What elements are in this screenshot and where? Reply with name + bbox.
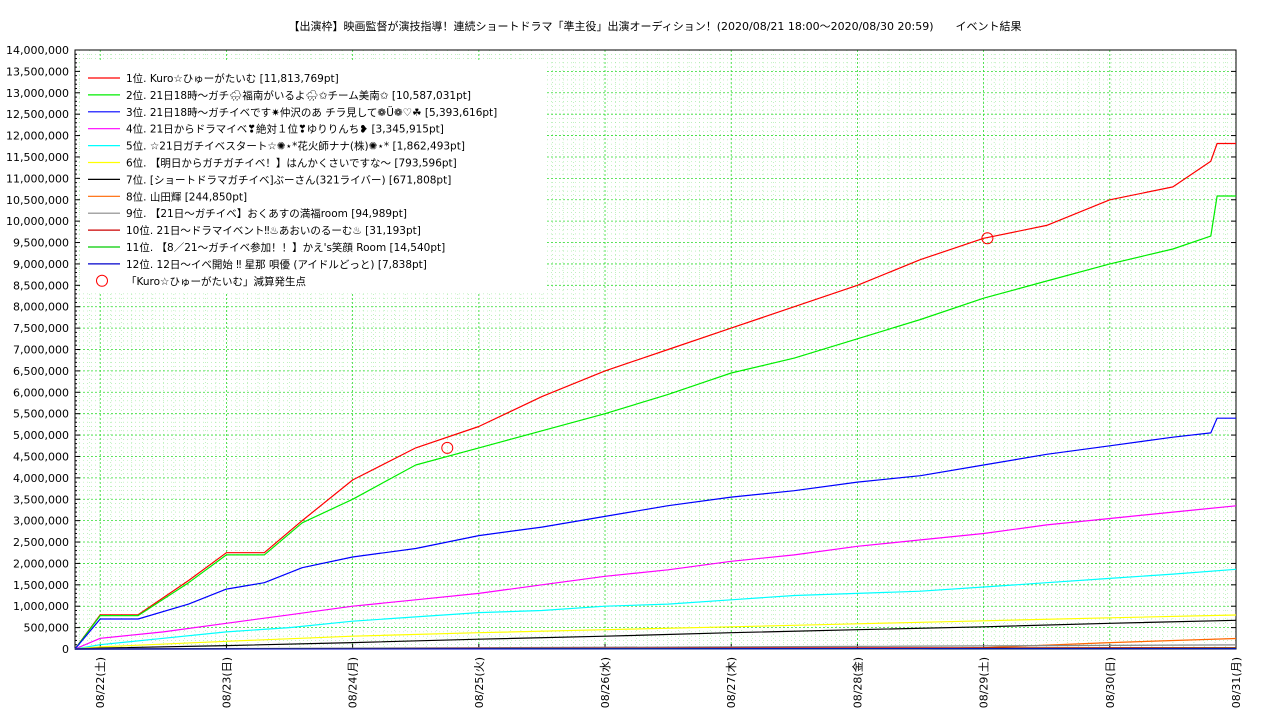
y-tick-label: 1,500,000 [13,579,69,592]
y-tick-label: 7,500,000 [13,322,69,335]
legend-entry: 6位. 【明日からガチガチイベ！】はんかくさいですな〜 [793,596pt] [126,157,457,170]
series-line-4 [74,505,1237,650]
legend: 1位. Kuro☆ひゅーがたいむ [11,813,769pt] 2位. 21日18… [80,62,545,292]
y-tick-label: 6,500,000 [13,365,69,378]
x-tick-label: 08/30(日) [1104,657,1117,708]
y-tick-label: 2,500,000 [13,536,69,549]
y-tick-label: 500,000 [24,622,70,635]
x-tick-label: 08/24(月) [347,657,360,708]
y-tick-label: 3,500,000 [13,493,69,506]
series-line-7 [74,619,1237,650]
y-tick-label: 7,000,000 [13,344,69,357]
y-tick-label: 9,000,000 [13,258,69,271]
y-tick-label: 5,000,000 [13,429,69,442]
series-line-1 [74,142,1236,650]
legend-entry: 2位. 21日18時〜ガチ🌧福南がいるよ🌧✩チーム美南✩ [10,587,031… [126,89,471,102]
legend-entry: 10位. 21日〜ドラマイベント‼︎♨あおいのるーむ♨ [31,193pt] [126,224,421,237]
series-lines [74,142,1237,650]
series-line-2 [74,195,1236,650]
legend-entry: 12位. 12日〜イベ開始 ‼︎ 星那 唄優 (アイドルどっと) [7,838p… [126,258,427,271]
chart-title: 【出演枠】映画監督が演技指導！連続ショートドラマ「準主役」出演オーディション！(… [288,19,1021,33]
series-line-5 [74,568,1237,650]
y-tick-label: 6,000,000 [13,386,69,399]
deduction-marker [981,232,994,245]
legend-marker-entry: 「Kuro☆ひゅーがたいむ」減算発生点 [126,275,306,288]
legend-marker-swatch [96,274,108,287]
y-tick-label: 13,500,000 [6,65,69,78]
y-tick-label: 10,500,000 [6,194,69,207]
y-tick-label: 1,000,000 [13,600,69,613]
y-tick-label: 13,000,000 [6,87,69,100]
y-tick-label: 12,000,000 [6,130,69,143]
x-tick-label: 08/29(土) [978,657,991,708]
series-line-3 [74,417,1236,650]
y-tick-label: 8,500,000 [13,279,69,292]
series-line-6 [74,614,1237,650]
legend-entry: 5位. ☆21日ガチイベスタート☆✺⋆*花火師ナナ(株)✺⋆* [1,862,4… [126,140,465,153]
y-axis-ticks: 0 500,000 1,000,000 1,500,000 2,000,000 2,500… [6,44,1236,656]
y-tick-label: 2,000,000 [13,557,69,570]
legend-entry: 9位. 【21日〜ガチイベ】おくあすの満福room [94,989pt] [126,207,407,220]
legend-entry: 8位. 山田輝 [244,850pt] [126,190,247,203]
x-tick-label: 08/26(水) [599,657,612,708]
x-tick-label: 08/28(金) [850,657,864,708]
legend-entry: 3位. 21日18時〜ガチイベです✷仲沢のあ チラ見して❁Ü❁♡☘ [5,393… [126,106,497,119]
y-tick-label: 14,000,000 [6,44,69,57]
y-tick-label: 12,500,000 [6,108,69,121]
deduction-markers [441,232,994,454]
y-tick-label: 11,500,000 [6,151,69,164]
x-tick-label: 08/23(日) [220,657,233,708]
y-tick-label: 5,500,000 [13,408,69,421]
x-axis-ticks: 08/22(土) 08/23(日) 08/24(月) 08/25(火) 08/26(水)… [94,644,1243,708]
legend-entry: 7位. [ショートドラマガチイベ]ぶーさん(321ライバー) [671,808p… [126,173,451,186]
y-tick-label: 11,000,000 [6,172,69,185]
legend-background [80,62,545,292]
y-tick-label: 9,500,000 [13,237,69,250]
x-tick-label: 08/27(木) [725,657,738,708]
x-tick-label: 08/31(月) [1230,657,1243,708]
y-tick-label: 10,000,000 [6,215,69,228]
y-tick-label: 8,000,000 [13,301,69,314]
legend-entry: 1位. Kuro☆ひゅーがたいむ [11,813,769pt] [126,72,339,85]
y-tick-label: 4,500,000 [13,450,69,463]
x-tick-label: 08/22(土) [94,657,107,708]
legend-entry: 11位. 【8／21〜ガチイベ参加！！】かえ's笑顔 Room [14,540p… [126,241,445,254]
deduction-marker [441,441,454,454]
y-tick-label: 0 [62,643,69,656]
legend-entry: 4位. 21日からドラマイベ❣絶対１位❣ゆりりんち❥ [3,345,915pt] [126,123,444,136]
y-tick-label: 3,000,000 [13,515,69,528]
x-tick-label: 08/25(火) [473,657,486,708]
y-tick-label: 4,000,000 [13,472,69,485]
